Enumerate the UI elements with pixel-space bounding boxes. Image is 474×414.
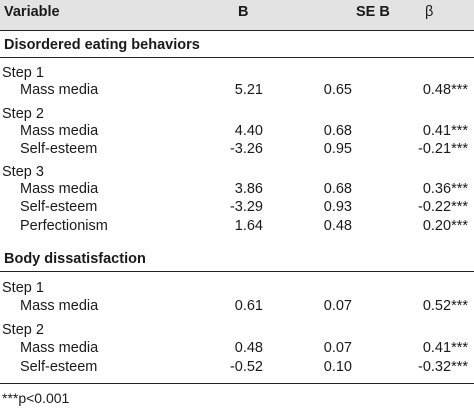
value-se-b: 0.07 — [323, 340, 352, 356]
table-bottom-rule — [0, 383, 474, 384]
value-beta: 0.36*** — [422, 181, 468, 197]
header-se-b: SE B — [356, 4, 390, 20]
value-se-b: 0.68 — [323, 181, 352, 197]
step-label: Step 1 — [2, 65, 44, 81]
step-label-row: Step 2 — [0, 106, 474, 126]
value-b: 5.21 — [234, 82, 263, 98]
step-label: Step 3 — [2, 164, 44, 180]
value-se-b: 0.95 — [323, 141, 352, 157]
value-beta: 0.48*** — [422, 82, 468, 98]
table-row: Perfectionism 1.64 0.48 0.20*** — [0, 218, 474, 238]
value-se-b: 0.65 — [323, 82, 352, 98]
predictor: Mass media — [20, 340, 99, 356]
step-label: Step 2 — [2, 322, 44, 338]
value-beta: -0.22*** — [418, 199, 468, 215]
predictor: Self-esteem — [20, 199, 98, 215]
value-b: 0.48 — [234, 340, 263, 356]
value-beta: 0.52*** — [422, 298, 468, 314]
value-beta: 0.41*** — [422, 123, 468, 139]
section-heading: Disordered eating behaviors — [0, 31, 474, 58]
section-heading: Body dissatisfaction — [0, 245, 474, 272]
predictor: Mass media — [20, 181, 99, 197]
predictor: Mass media — [20, 298, 99, 314]
value-b: -3.26 — [229, 141, 263, 157]
predictor: Perfectionism — [20, 218, 108, 234]
value-beta: 0.41*** — [422, 340, 468, 356]
table-row: Self-esteem -3.26 0.95 -0.21*** — [0, 141, 474, 161]
value-se-b: 0.68 — [323, 123, 352, 139]
value-b: 0.61 — [234, 298, 263, 314]
value-se-b: 0.07 — [323, 298, 352, 314]
value-se-b: 0.93 — [323, 199, 352, 215]
value-beta: -0.32*** — [418, 359, 468, 375]
value-beta: 0.20*** — [422, 218, 468, 234]
value-b: 3.86 — [234, 181, 263, 197]
value-b: -0.52 — [229, 359, 263, 375]
value-se-b: 0.10 — [323, 359, 352, 375]
table-row: Self-esteem -0.52 0.10 -0.32*** — [0, 359, 474, 379]
table-row: Self-esteem -3.29 0.93 -0.22*** — [0, 199, 474, 219]
table-row: Mass media 5.21 0.65 0.48*** — [0, 82, 474, 102]
table-row: Mass media 0.48 0.07 0.41*** — [0, 340, 474, 360]
table-row: Mass media 4.40 0.68 0.41*** — [0, 123, 474, 143]
step-label-row: Step 1 — [0, 280, 474, 300]
table-row: Mass media 3.86 0.68 0.36*** — [0, 181, 474, 201]
step-label: Step 1 — [2, 280, 44, 296]
predictor: Self-esteem — [20, 141, 98, 157]
value-beta: -0.21*** — [418, 141, 468, 157]
predictor: Self-esteem — [20, 359, 98, 375]
header-b: B — [238, 4, 249, 20]
predictor: Mass media — [20, 123, 99, 139]
header-variable: Variable — [4, 4, 60, 20]
value-b: -3.29 — [229, 199, 263, 215]
step-label-row: Step 3 — [0, 164, 474, 184]
table-header: Variable B SE B β — [0, 0, 474, 31]
value-se-b: 0.48 — [323, 218, 352, 234]
predictor: Mass media — [20, 82, 99, 98]
step-label-row: Step 1 — [0, 65, 474, 85]
value-b: 4.40 — [234, 123, 263, 139]
step-label: Step 2 — [2, 106, 44, 122]
table-footnote: ***p<0.001 — [2, 390, 70, 406]
table-row: Mass media 0.61 0.07 0.52*** — [0, 298, 474, 318]
step-label-row: Step 2 — [0, 322, 474, 342]
header-beta: β — [425, 4, 434, 20]
value-b: 1.64 — [234, 218, 263, 234]
